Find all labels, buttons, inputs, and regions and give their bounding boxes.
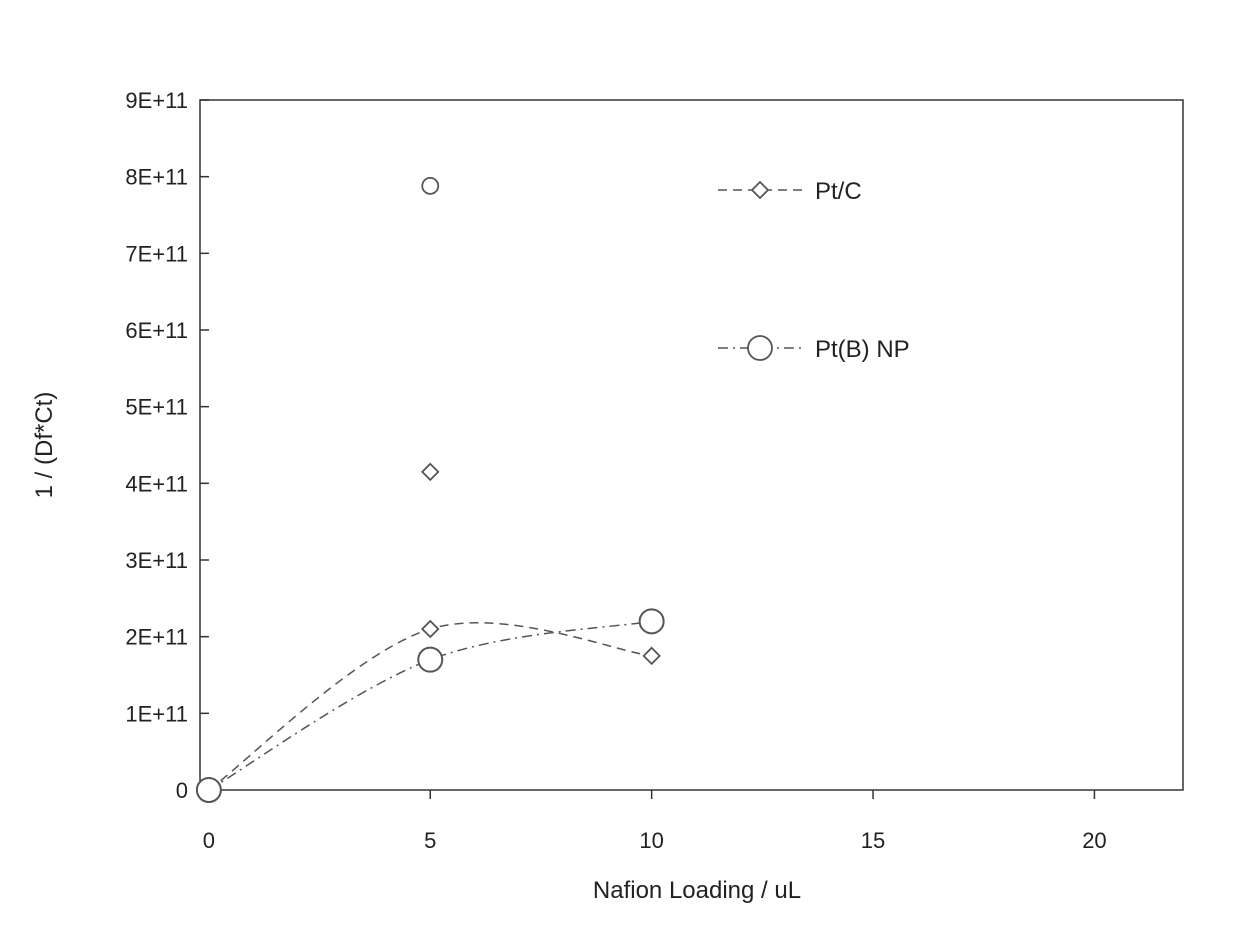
data-point-pt-c: [420, 619, 440, 639]
data-point-pt-b-np: [195, 777, 222, 803]
x-tick-label: 0: [203, 828, 215, 853]
legend-label-pt-b-np: Pt(B) NP: [815, 336, 910, 363]
y-tick-label: 7E+11: [125, 241, 188, 266]
legend-item-pt-b-np: Pt(B) NP: [718, 335, 910, 363]
legend-marker-pt-b-np: [747, 335, 773, 361]
legend: Pt/C Pt(B) NP: [718, 178, 910, 363]
legend-label-pt-c: Pt/C: [815, 178, 862, 205]
series-points: [195, 176, 665, 803]
y-tick-label: 8E+11: [125, 165, 188, 190]
y-tick-label: 0: [176, 778, 188, 803]
plot-frame: [199, 99, 1184, 791]
data-point-pt-b-np: [421, 176, 440, 195]
x-tick-label: 10: [639, 828, 663, 853]
series-lines: [208, 620, 652, 791]
legend-item-pt-c: Pt/C: [718, 178, 862, 205]
y-axis-title: 1 / (Df*Ct): [31, 392, 58, 499]
plot-area: [199, 99, 1184, 791]
y-tick-label: 4E+11: [125, 471, 188, 496]
y-tick-label: 9E+11: [125, 88, 188, 113]
y-axis-ticks: 0 1E+11 2E+11 3E+11 4E+11 5E+11 6E+11 7E+11 8E+1…: [125, 88, 209, 803]
x-tick-label: 20: [1082, 828, 1106, 853]
data-point-pt-b-np: [638, 608, 665, 635]
data-point-pt-c: [642, 646, 661, 666]
x-tick-label: 5: [424, 828, 436, 853]
data-point-pt-b-np: [417, 646, 444, 673]
series-line-pt-b-np: [208, 620, 652, 791]
x-axis-title: Nafion Loading / uL: [593, 877, 801, 904]
y-tick-label: 5E+11: [125, 395, 188, 420]
y-tick-label: 6E+11: [125, 318, 188, 343]
data-point-pt-c: [420, 462, 440, 482]
y-tick-label: 1E+11: [125, 701, 188, 726]
x-tick-label: 15: [861, 828, 885, 853]
y-tick-label: 2E+11: [125, 625, 188, 650]
x-axis-ticks: 0 5 10 15 20: [203, 790, 1107, 853]
y-tick-label: 3E+11: [125, 548, 188, 573]
legend-marker-pt-c: [750, 180, 770, 200]
